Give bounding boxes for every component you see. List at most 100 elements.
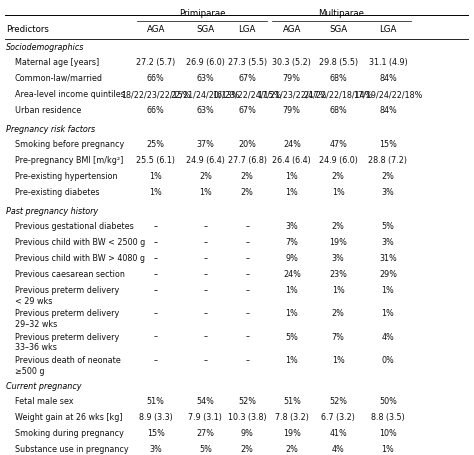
Text: 67%: 67% — [238, 74, 256, 83]
Text: Pre-existing diabetes: Pre-existing diabetes — [15, 187, 100, 197]
Text: 1%: 1% — [285, 187, 298, 197]
Text: 15%: 15% — [147, 428, 164, 437]
Text: 0%: 0% — [382, 355, 394, 364]
Text: Sociodemographics: Sociodemographics — [6, 43, 84, 52]
Text: 24%: 24% — [283, 269, 301, 278]
Text: Smoking during pregnancy: Smoking during pregnancy — [15, 428, 124, 437]
Text: 3%: 3% — [382, 237, 394, 246]
Text: 4%: 4% — [332, 444, 345, 453]
Text: 1%: 1% — [382, 444, 394, 453]
Text: 27.2 (5.7): 27.2 (5.7) — [136, 58, 175, 67]
Text: Previous preterm delivery
29–32 wks: Previous preterm delivery 29–32 wks — [15, 308, 119, 329]
Text: 24%: 24% — [283, 140, 301, 148]
Text: –: – — [245, 253, 249, 262]
Text: 7%: 7% — [285, 237, 298, 246]
Text: –: – — [154, 253, 158, 262]
Text: –: – — [203, 355, 208, 364]
Text: Previous child with BW > 4080 g: Previous child with BW > 4080 g — [15, 253, 145, 262]
Text: 1%: 1% — [382, 308, 394, 318]
Text: –: – — [203, 237, 208, 246]
Text: 2%: 2% — [332, 172, 345, 181]
Text: 66%: 66% — [147, 106, 164, 115]
Text: –: – — [245, 285, 249, 294]
Text: 31.1 (4.9): 31.1 (4.9) — [369, 58, 407, 67]
Text: –: – — [154, 237, 158, 246]
Text: 25%: 25% — [147, 140, 164, 148]
Text: 29%: 29% — [379, 269, 397, 278]
Text: 68%: 68% — [329, 74, 347, 83]
Text: –: – — [154, 355, 158, 364]
Text: 1%: 1% — [285, 285, 298, 294]
Text: 1%: 1% — [285, 172, 298, 181]
Text: 19%: 19% — [329, 237, 347, 246]
Text: Pre-existing hypertension: Pre-existing hypertension — [15, 172, 118, 181]
Text: 1%: 1% — [149, 187, 162, 197]
Text: Current pregnancy: Current pregnancy — [6, 381, 82, 390]
Text: 63%: 63% — [197, 74, 214, 83]
Text: 37%: 37% — [197, 140, 214, 148]
Text: Urban residence: Urban residence — [15, 106, 81, 115]
Text: 19%: 19% — [283, 428, 301, 437]
Text: –: – — [203, 332, 208, 341]
Text: 2%: 2% — [199, 172, 212, 181]
Text: 2%: 2% — [332, 308, 345, 318]
Text: 1%: 1% — [332, 285, 345, 294]
Text: 27%: 27% — [196, 428, 214, 437]
Text: 20%: 20% — [238, 140, 256, 148]
Text: –: – — [203, 308, 208, 318]
Text: –: – — [245, 221, 249, 230]
Text: –: – — [154, 332, 158, 341]
Text: Previous child with BW < 2500 g: Previous child with BW < 2500 g — [15, 237, 145, 246]
Text: –: – — [245, 355, 249, 364]
Text: Predictors: Predictors — [6, 25, 49, 34]
Text: 79%: 79% — [283, 74, 301, 83]
Text: 25.5 (6.1): 25.5 (6.1) — [136, 156, 175, 165]
Text: 22/21/24/20/13%: 22/21/24/20/13% — [171, 90, 240, 99]
Text: 41%: 41% — [329, 428, 347, 437]
Text: 5%: 5% — [285, 332, 298, 341]
Text: Weight gain at 26 wks [kg]: Weight gain at 26 wks [kg] — [15, 412, 123, 421]
Text: 2%: 2% — [285, 444, 298, 453]
Text: Previous death of neonate
≥500 g: Previous death of neonate ≥500 g — [15, 355, 121, 374]
Text: –: – — [203, 221, 208, 230]
Text: 28.8 (7.2): 28.8 (7.2) — [368, 156, 408, 165]
Text: 24.9 (6.0): 24.9 (6.0) — [319, 156, 358, 165]
Text: Past pregnancy history: Past pregnancy history — [6, 207, 98, 216]
Text: Multiparae: Multiparae — [319, 10, 365, 19]
Text: 52%: 52% — [238, 396, 256, 404]
Text: AGA: AGA — [146, 25, 165, 34]
Text: Previous gestational diabetes: Previous gestational diabetes — [15, 221, 134, 230]
Text: 31%: 31% — [379, 253, 397, 262]
Text: 2%: 2% — [241, 172, 254, 181]
Text: 1%: 1% — [332, 187, 345, 197]
Text: Area-level income quintiles: Area-level income quintiles — [15, 90, 125, 99]
Text: Pregnancy risk factors: Pregnancy risk factors — [6, 125, 95, 134]
Text: 26.4 (6.4): 26.4 (6.4) — [273, 156, 311, 165]
Text: 1%: 1% — [149, 172, 162, 181]
Text: 17/19/24/22/18%: 17/19/24/22/18% — [353, 90, 423, 99]
Text: AGA: AGA — [283, 25, 301, 34]
Text: 7.8 (3.2): 7.8 (3.2) — [275, 412, 309, 421]
Text: –: – — [245, 269, 249, 278]
Text: 63%: 63% — [197, 106, 214, 115]
Text: 51%: 51% — [283, 396, 301, 404]
Text: 2%: 2% — [241, 444, 254, 453]
Text: 50%: 50% — [379, 396, 397, 404]
Text: Fetal male sex: Fetal male sex — [15, 396, 73, 404]
Text: 47%: 47% — [329, 140, 347, 148]
Text: 15%: 15% — [379, 140, 397, 148]
Text: 1%: 1% — [285, 308, 298, 318]
Text: –: – — [154, 285, 158, 294]
Text: 4%: 4% — [382, 332, 394, 341]
Text: 24/22/22/18/14%: 24/22/22/18/14% — [303, 90, 373, 99]
Text: Common-law/married: Common-law/married — [15, 74, 103, 83]
Text: 3%: 3% — [332, 253, 345, 262]
Text: 8.8 (3.5): 8.8 (3.5) — [371, 412, 405, 421]
Text: Maternal age [years]: Maternal age [years] — [15, 58, 99, 67]
Text: 67%: 67% — [238, 106, 256, 115]
Text: 1%: 1% — [199, 187, 212, 197]
Text: 27.3 (5.5): 27.3 (5.5) — [228, 58, 267, 67]
Text: LGA: LGA — [379, 25, 397, 34]
Text: –: – — [154, 308, 158, 318]
Text: 7%: 7% — [332, 332, 345, 341]
